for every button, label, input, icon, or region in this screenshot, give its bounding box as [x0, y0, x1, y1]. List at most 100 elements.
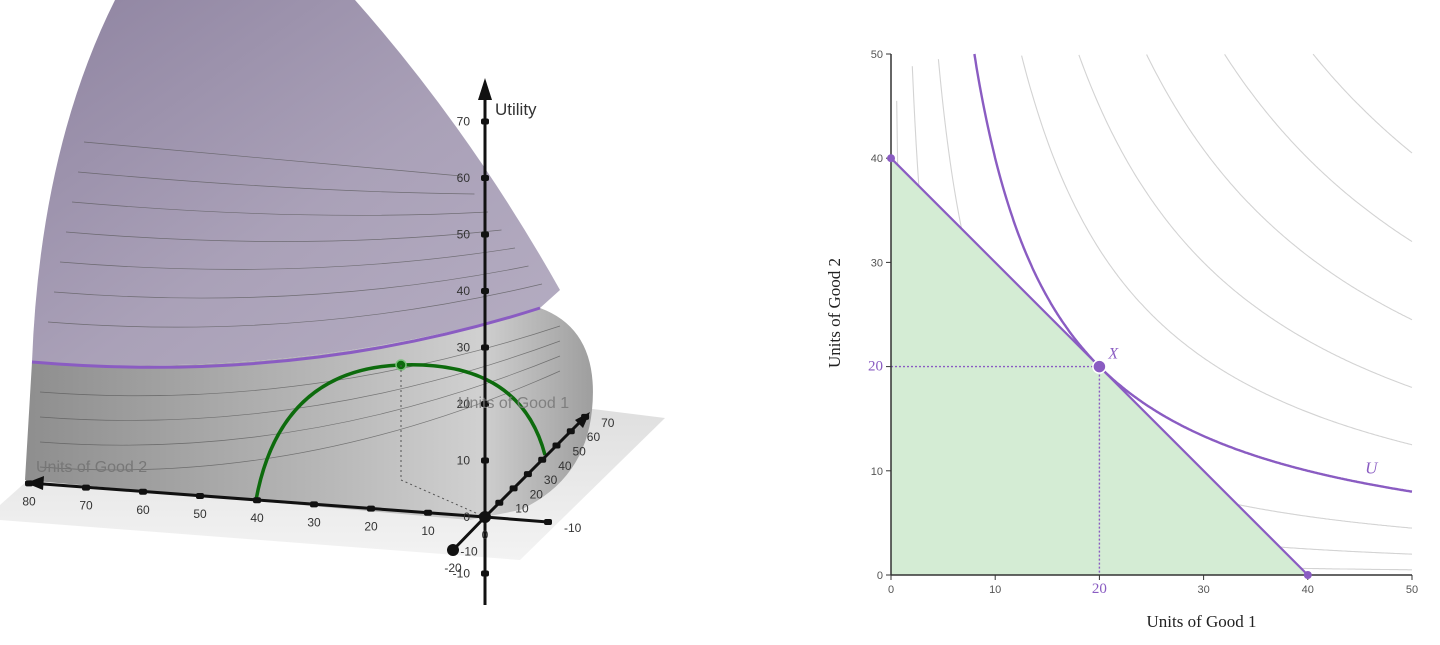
good2-tick: [310, 501, 318, 508]
x-tick-label: 20: [1092, 581, 1107, 597]
surface-contour: [65, 229, 502, 242]
good1-tick-label: 60: [587, 430, 601, 444]
utility-tick: [481, 288, 489, 294]
x-ticks: 0 10 20 30 40 50: [888, 575, 1418, 597]
background-curve: [1312, 53, 1413, 154]
good2-tick-label: 0: [482, 528, 489, 542]
good1-tick: [552, 442, 561, 449]
good1-tick: [523, 471, 532, 478]
y-tick-label: 40: [871, 153, 883, 165]
good1-tick-label: 20: [530, 487, 544, 501]
budget-x-intercept[interactable]: [1303, 571, 1312, 579]
utility-tick-label: 40: [457, 284, 471, 298]
good2-tick-label: 40: [250, 511, 264, 525]
budget-y-intercept[interactable]: [887, 154, 895, 163]
indifference-curve-3d: [31, 306, 541, 369]
surface-contour: [77, 171, 475, 195]
utility-tick-label: 70: [457, 115, 471, 129]
good1-tick-label: 30: [544, 473, 558, 487]
good2-tick-label: 10: [421, 524, 435, 538]
optimal-point-x[interactable]: [1092, 359, 1107, 374]
background-curve: [1146, 54, 1413, 321]
utility-tick-label: 10: [457, 454, 471, 468]
good1-tick-label: 70: [601, 416, 615, 430]
surface-contour: [53, 265, 529, 299]
good2-tick-label: 30: [307, 515, 321, 529]
good2-tick-label: 50: [193, 507, 207, 521]
y-tick-label: 20: [868, 359, 883, 375]
surface-upper: [32, 0, 560, 366]
y-tick-label: 50: [871, 49, 883, 61]
x-tick-label: 10: [989, 584, 1001, 596]
good2-neg-end: [447, 544, 459, 556]
good1-tick: [581, 413, 590, 420]
good2-axis-arrow: [26, 476, 44, 490]
background-curve: [1078, 54, 1413, 388]
utility-tick: [481, 118, 489, 125]
good2-tick-label: -20: [444, 561, 462, 575]
background-curve: [1224, 54, 1413, 243]
good1-tick-label: -10: [564, 521, 582, 535]
surface-contours: [39, 141, 561, 471]
good2-tick: [139, 488, 147, 495]
surface-contour: [39, 340, 561, 421]
good1-tick-label: 40: [558, 459, 572, 473]
y-tick-label: 10: [871, 466, 883, 478]
curve-label-u: U: [1365, 458, 1379, 477]
utility-surface-3d[interactable]: 70 60 50 40 30 20 10 0 -10 80 70 60 50 40 30 20 10 0 -10 -2…: [0, 0, 720, 640]
good2-tick-label: 70: [79, 499, 93, 513]
good2-tick: [196, 493, 204, 499]
utility-axis-arrow: [478, 78, 492, 100]
surface-lower: [25, 308, 593, 520]
x-tick-label: 0: [888, 584, 894, 596]
good2-tick-label: 60: [136, 503, 150, 517]
indifference-curve-u[interactable]: [973, 53, 1413, 493]
utility-tick: [481, 401, 489, 407]
good2-tick: [25, 480, 33, 487]
good2-tick-label: 80: [22, 494, 36, 508]
chart-svg: 0 10 20 30 40 50 0 10 20 30 40 50 X U Units of Goo…: [825, 49, 1418, 631]
utility-tick-label: -10: [453, 567, 471, 581]
good2-tick-label: 20: [364, 520, 378, 534]
good1-tick: [566, 428, 575, 435]
budget-set-area: [891, 158, 1308, 575]
x-tick-label: 50: [1406, 584, 1418, 596]
y-tick-label: 30: [871, 257, 883, 269]
background-curve: [1021, 55, 1413, 446]
good1-tick-label: 10: [515, 502, 529, 516]
utility-tick-label: 30: [457, 341, 471, 355]
tick-marks-3d: [25, 118, 590, 577]
x-tick-label: 30: [1197, 584, 1209, 596]
utility-tick: [481, 570, 489, 577]
utility-tick: [481, 175, 489, 181]
utility-tick: [481, 457, 489, 464]
good1-tick: [495, 499, 504, 506]
good2-axis-label: Units of Good 2: [36, 459, 147, 476]
good1-axis-label: Units of Good 1: [458, 395, 569, 412]
surface-contour: [83, 141, 462, 177]
surface-contour: [47, 283, 543, 328]
optimal-floor-line: [400, 479, 486, 518]
surface-contour: [71, 201, 489, 216]
surface-contour: [39, 355, 561, 446]
good2-tick: [424, 509, 432, 516]
y-ticks: 0 10 20 30 40 50: [868, 49, 891, 582]
utility-tick-label: 0: [463, 510, 470, 524]
good1-tick-label: 50: [573, 445, 587, 459]
utility-tick-label: 60: [457, 171, 471, 185]
utility-tick-label: 50: [457, 228, 471, 242]
good1-tick: [509, 485, 518, 492]
indifference-chart[interactable]: 0 10 20 30 40 50 0 10 20 30 40 50 X U Units of Goo…: [720, 0, 1440, 640]
utility-tick: [481, 231, 489, 238]
y-tick-label: 0: [877, 570, 883, 582]
utility-axis-label: Utility: [495, 100, 537, 119]
good2-tick: [253, 497, 261, 504]
good2-tick: [82, 484, 90, 491]
utility-tick: [481, 344, 489, 351]
good2-tick-label: -10: [460, 545, 478, 559]
y-axis-label: Units of Good 2: [825, 258, 844, 368]
origin-dot: [479, 511, 491, 523]
utility-tick-label: 20: [457, 397, 471, 411]
